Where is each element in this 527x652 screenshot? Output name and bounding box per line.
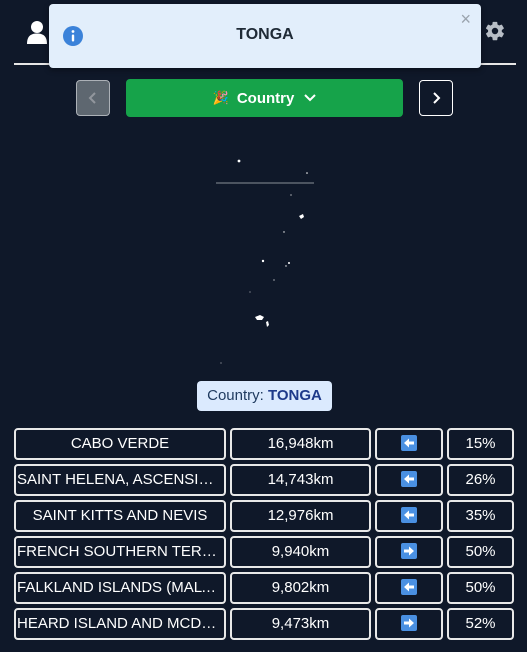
previous-button[interactable] — [76, 80, 110, 116]
guess-country-name: FRENCH SOUTHERN TERRITORIES — [14, 536, 226, 568]
guess-country-name: HEARD ISLAND AND MCDONALD ISLANDS — [14, 608, 226, 640]
guess-distance: 9,940km — [230, 536, 371, 568]
arrow-left-icon — [401, 435, 417, 452]
guess-distance: 9,473km — [230, 608, 371, 640]
guess-proximity-percent: 50% — [447, 536, 514, 568]
guess-row: FALKLAND ISLANDS (MALVINAS)9,802km 50% — [14, 572, 514, 604]
guess-row: HEARD ISLAND AND MCDONALD ISLANDS9,473km… — [14, 608, 514, 640]
answer-prefix: Country: — [207, 387, 268, 404]
gear-icon[interactable] — [484, 20, 506, 42]
party-icon: 🎉 — [212, 90, 229, 105]
guess-direction — [375, 500, 443, 532]
chevron-down-icon — [304, 94, 317, 102]
guess-direction — [375, 464, 443, 496]
guess-direction — [375, 608, 443, 640]
next-button[interactable] — [419, 80, 453, 116]
answer-label: Country: TONGA — [197, 381, 332, 411]
guess-proximity-percent: 15% — [447, 428, 514, 460]
guess-direction — [375, 428, 443, 460]
arrow-right-icon — [401, 615, 417, 632]
guess-proximity-percent: 35% — [447, 500, 514, 532]
toast-message: TONGA — [236, 26, 294, 43]
close-icon[interactable]: × — [460, 9, 471, 29]
info-icon — [63, 26, 83, 46]
guess-row: FRENCH SOUTHERN TERRITORIES9,940km 50% — [14, 536, 514, 568]
chevron-left-icon — [88, 92, 96, 104]
arrow-left-icon — [401, 579, 417, 596]
guess-country-name: SAINT KITTS AND NEVIS — [14, 500, 226, 532]
arrow-right-icon — [401, 543, 417, 560]
arrow-left-icon — [401, 471, 417, 488]
user-icon[interactable] — [26, 20, 48, 44]
guess-proximity-percent: 50% — [447, 572, 514, 604]
guess-direction — [375, 536, 443, 568]
guess-type-dropdown[interactable]: 🎉 Country — [126, 79, 403, 117]
country-shape-map — [216, 159, 314, 364]
guess-row: CABO VERDE 16,948km 15% — [14, 428, 514, 460]
guess-distance: 14,743km — [230, 464, 371, 496]
guess-distance: 9,802km — [230, 572, 371, 604]
guess-country-name: CABO VERDE — [14, 428, 226, 460]
guess-type-label: Country — [236, 89, 295, 107]
guess-country-name: FALKLAND ISLANDS (MALVINAS) — [14, 572, 226, 604]
notification-toast: TONGA × — [49, 4, 481, 68]
guess-distance: 12,976km — [230, 500, 371, 532]
guess-row: SAINT KITTS AND NEVIS 12,976km 35% — [14, 500, 514, 532]
arrow-left-icon — [401, 507, 417, 524]
chevron-right-icon — [433, 92, 441, 104]
guess-row: SAINT HELENA, ASCENSION AND TRISTAN DA C… — [14, 464, 514, 496]
guess-distance: 16,948km — [230, 428, 371, 460]
guess-direction — [375, 572, 443, 604]
guess-proximity-percent: 26% — [447, 464, 514, 496]
guess-proximity-percent: 52% — [447, 608, 514, 640]
answer-country-name: TONGA — [267, 387, 322, 404]
guess-country-name: SAINT HELENA, ASCENSION AND TRISTAN DA C… — [14, 464, 226, 496]
